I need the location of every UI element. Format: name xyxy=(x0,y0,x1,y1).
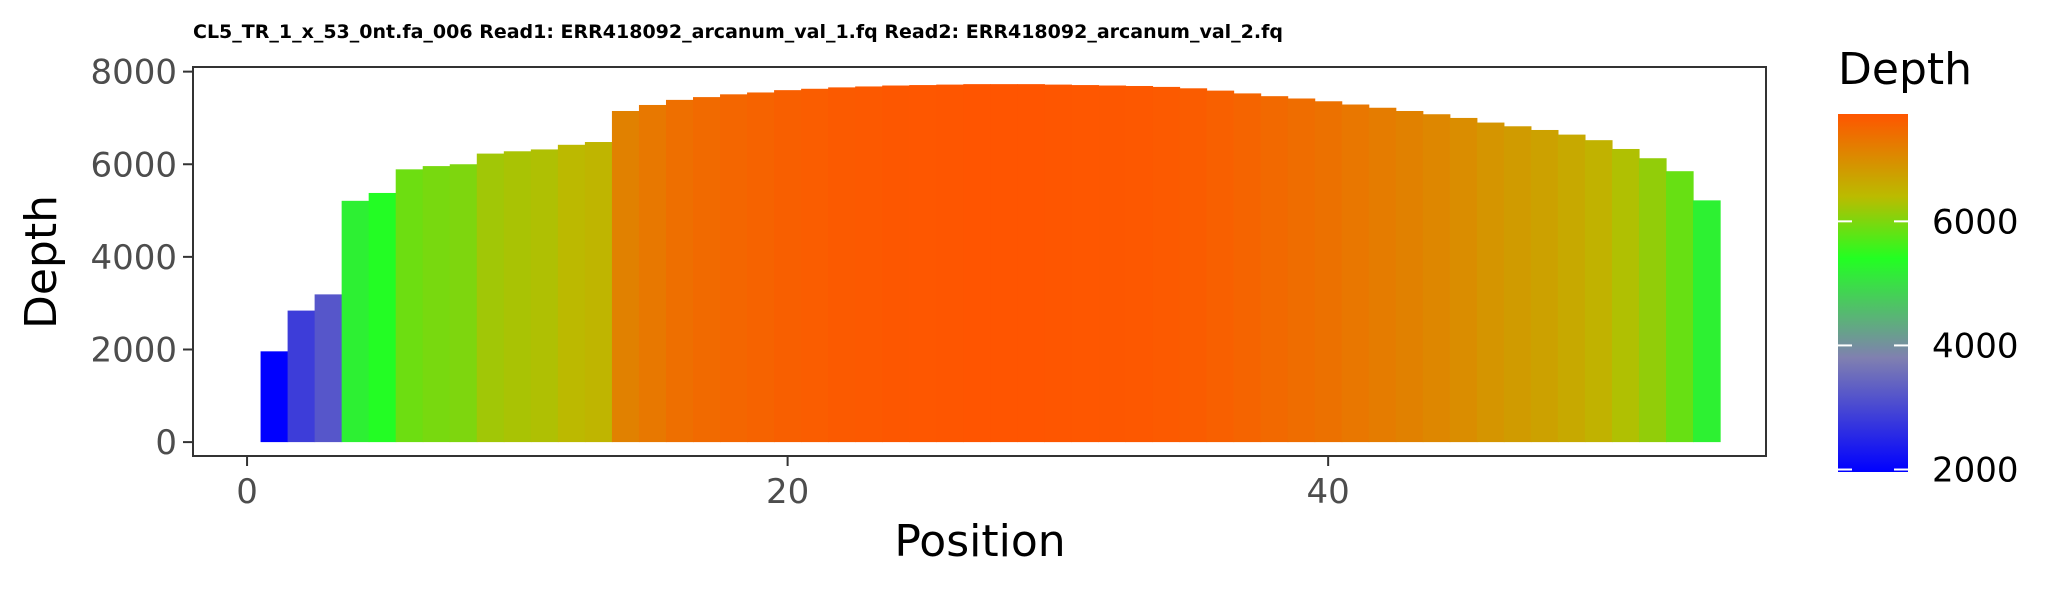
depth-bar xyxy=(1666,171,1694,443)
depth-bar xyxy=(341,200,370,443)
depth-bar xyxy=(1584,140,1613,443)
depth-bar xyxy=(287,310,316,443)
y-axis: 0 2000 4000 6000 8000 xyxy=(90,53,193,463)
depth-bar xyxy=(693,97,721,443)
x-axis: 0 20 40 xyxy=(236,456,1350,512)
legend-tick-label: 4000 xyxy=(1932,326,2019,366)
depth-bar xyxy=(422,166,451,443)
depth-bar xyxy=(395,169,424,443)
depth-bar xyxy=(1206,90,1235,443)
depth-bar xyxy=(1098,85,1127,443)
depth-bar xyxy=(1557,134,1586,443)
bars-layer xyxy=(260,84,1721,443)
depth-bar xyxy=(1017,84,1045,443)
depth-bar xyxy=(449,164,478,443)
depth-bar xyxy=(936,84,964,443)
depth-bar xyxy=(584,142,613,443)
depth-bar xyxy=(1638,158,1667,443)
depth-bar xyxy=(990,84,1018,443)
legend-tick-label: 6000 xyxy=(1932,202,2019,242)
depth-bar xyxy=(882,85,910,443)
depth-bar xyxy=(828,87,856,443)
depth-bar xyxy=(1125,85,1154,443)
depth-bar xyxy=(1693,200,1721,443)
depth-bar xyxy=(1395,110,1424,443)
depth-bar xyxy=(1341,104,1370,443)
chart-title: CL5_TR_1_x_53_0nt.fa_006 Read1: ERR41809… xyxy=(193,21,1283,43)
x-axis-title: Position xyxy=(894,516,1065,567)
depth-bar xyxy=(557,144,586,443)
y-tick-label: 8000 xyxy=(90,53,177,93)
depth-bar xyxy=(1611,148,1640,443)
depth-bar xyxy=(1152,86,1181,443)
depth-bar xyxy=(638,104,667,443)
depth-bar xyxy=(260,351,289,443)
depth-bar xyxy=(476,153,505,443)
depth-bar xyxy=(1071,85,1100,443)
depth-bar xyxy=(1287,98,1316,443)
depth-bar xyxy=(1503,126,1532,443)
legend-ticks: 2000 4000 6000 xyxy=(1838,202,2019,491)
depth-bar xyxy=(774,90,802,443)
depth-bar xyxy=(1476,122,1505,443)
x-tick-label: 0 xyxy=(236,472,258,512)
legend-title: Depth xyxy=(1838,44,1972,95)
depth-bar xyxy=(909,85,937,443)
legend-tick-label: 2000 xyxy=(1932,451,2019,491)
depth-bar xyxy=(530,149,559,443)
legend-colorbar xyxy=(1838,114,1908,472)
depth-bar xyxy=(1233,93,1262,443)
depth-bar xyxy=(855,86,883,443)
depth-bar xyxy=(747,92,775,443)
depth-bar xyxy=(503,151,532,443)
depth-bar xyxy=(963,84,991,443)
depth-bar xyxy=(1179,88,1208,443)
y-tick-label: 2000 xyxy=(90,330,177,370)
depth-bar xyxy=(314,294,343,443)
depth-bar xyxy=(1530,129,1559,443)
depth-bar xyxy=(611,110,640,443)
y-tick-label: 0 xyxy=(155,423,177,463)
depth-bar xyxy=(665,99,694,443)
depth-bar xyxy=(1422,114,1451,443)
depth-bar xyxy=(368,192,397,443)
plot-panel-border xyxy=(192,66,1767,457)
y-tick-label: 4000 xyxy=(90,238,177,278)
depth-bar xyxy=(801,88,829,443)
depth-bar xyxy=(1449,117,1478,443)
x-tick-label: 20 xyxy=(766,472,809,512)
x-tick-label: 40 xyxy=(1307,472,1350,512)
depth-bar xyxy=(1044,84,1072,443)
depth-bar xyxy=(1314,101,1343,443)
depth-bar xyxy=(720,94,748,443)
depth-bar xyxy=(1368,107,1397,443)
depth-bar xyxy=(1260,96,1289,443)
y-tick-label: 6000 xyxy=(90,145,177,185)
y-axis-title: Depth xyxy=(16,195,67,329)
